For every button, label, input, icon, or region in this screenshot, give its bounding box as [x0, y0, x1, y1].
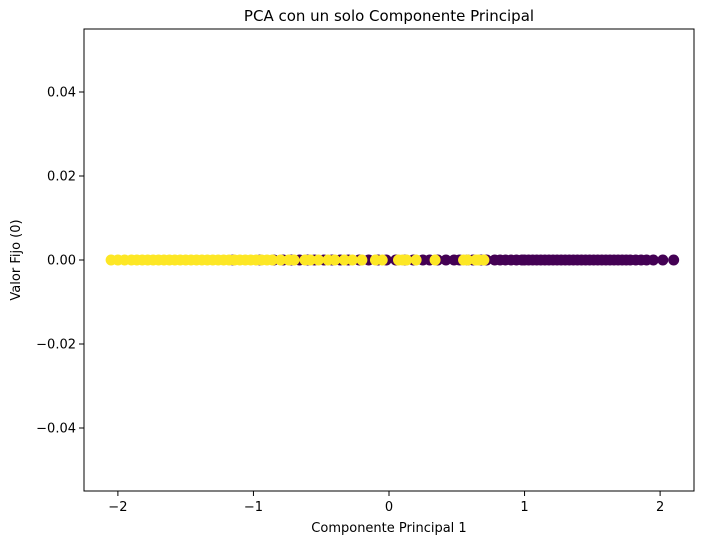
data-point — [462, 254, 474, 266]
data-point — [410, 254, 422, 266]
x-axis-label: Componente Principal 1 — [311, 521, 466, 536]
data-point — [329, 254, 341, 266]
y-tick-label: 0.02 — [47, 170, 76, 185]
data-point — [668, 254, 680, 266]
x-axis: −2 −1 0 1 2 — [108, 491, 664, 515]
data-point — [266, 254, 278, 266]
data-point — [275, 254, 287, 266]
data-point — [346, 254, 358, 266]
data-point — [401, 254, 413, 266]
data-point — [657, 254, 669, 266]
data-point — [338, 254, 350, 266]
data-point — [647, 254, 659, 266]
x-tick-label: −2 — [108, 500, 127, 515]
chart-title: PCA con un solo Componente Principal — [244, 7, 534, 25]
data-point — [478, 254, 490, 266]
y-axis: −0.04 −0.02 0.00 0.02 0.04 — [36, 86, 84, 437]
x-tick-label: −1 — [244, 500, 263, 515]
x-tick-label: 2 — [656, 500, 664, 515]
y-tick-label: −0.02 — [36, 338, 76, 353]
points-layer — [105, 254, 680, 266]
data-point — [376, 254, 388, 266]
data-point — [288, 254, 300, 266]
y-axis-label: Valor Fijo (0) — [9, 219, 24, 300]
x-tick-label: 1 — [520, 500, 528, 515]
y-tick-label: −0.04 — [36, 422, 76, 437]
data-point — [429, 254, 441, 266]
x-tick-label: 0 — [385, 500, 393, 515]
y-tick-label: 0.00 — [47, 254, 76, 269]
data-point — [356, 254, 368, 266]
data-point — [304, 254, 316, 266]
data-point — [440, 254, 452, 266]
data-point — [313, 254, 325, 266]
y-tick-label: 0.04 — [47, 86, 76, 101]
